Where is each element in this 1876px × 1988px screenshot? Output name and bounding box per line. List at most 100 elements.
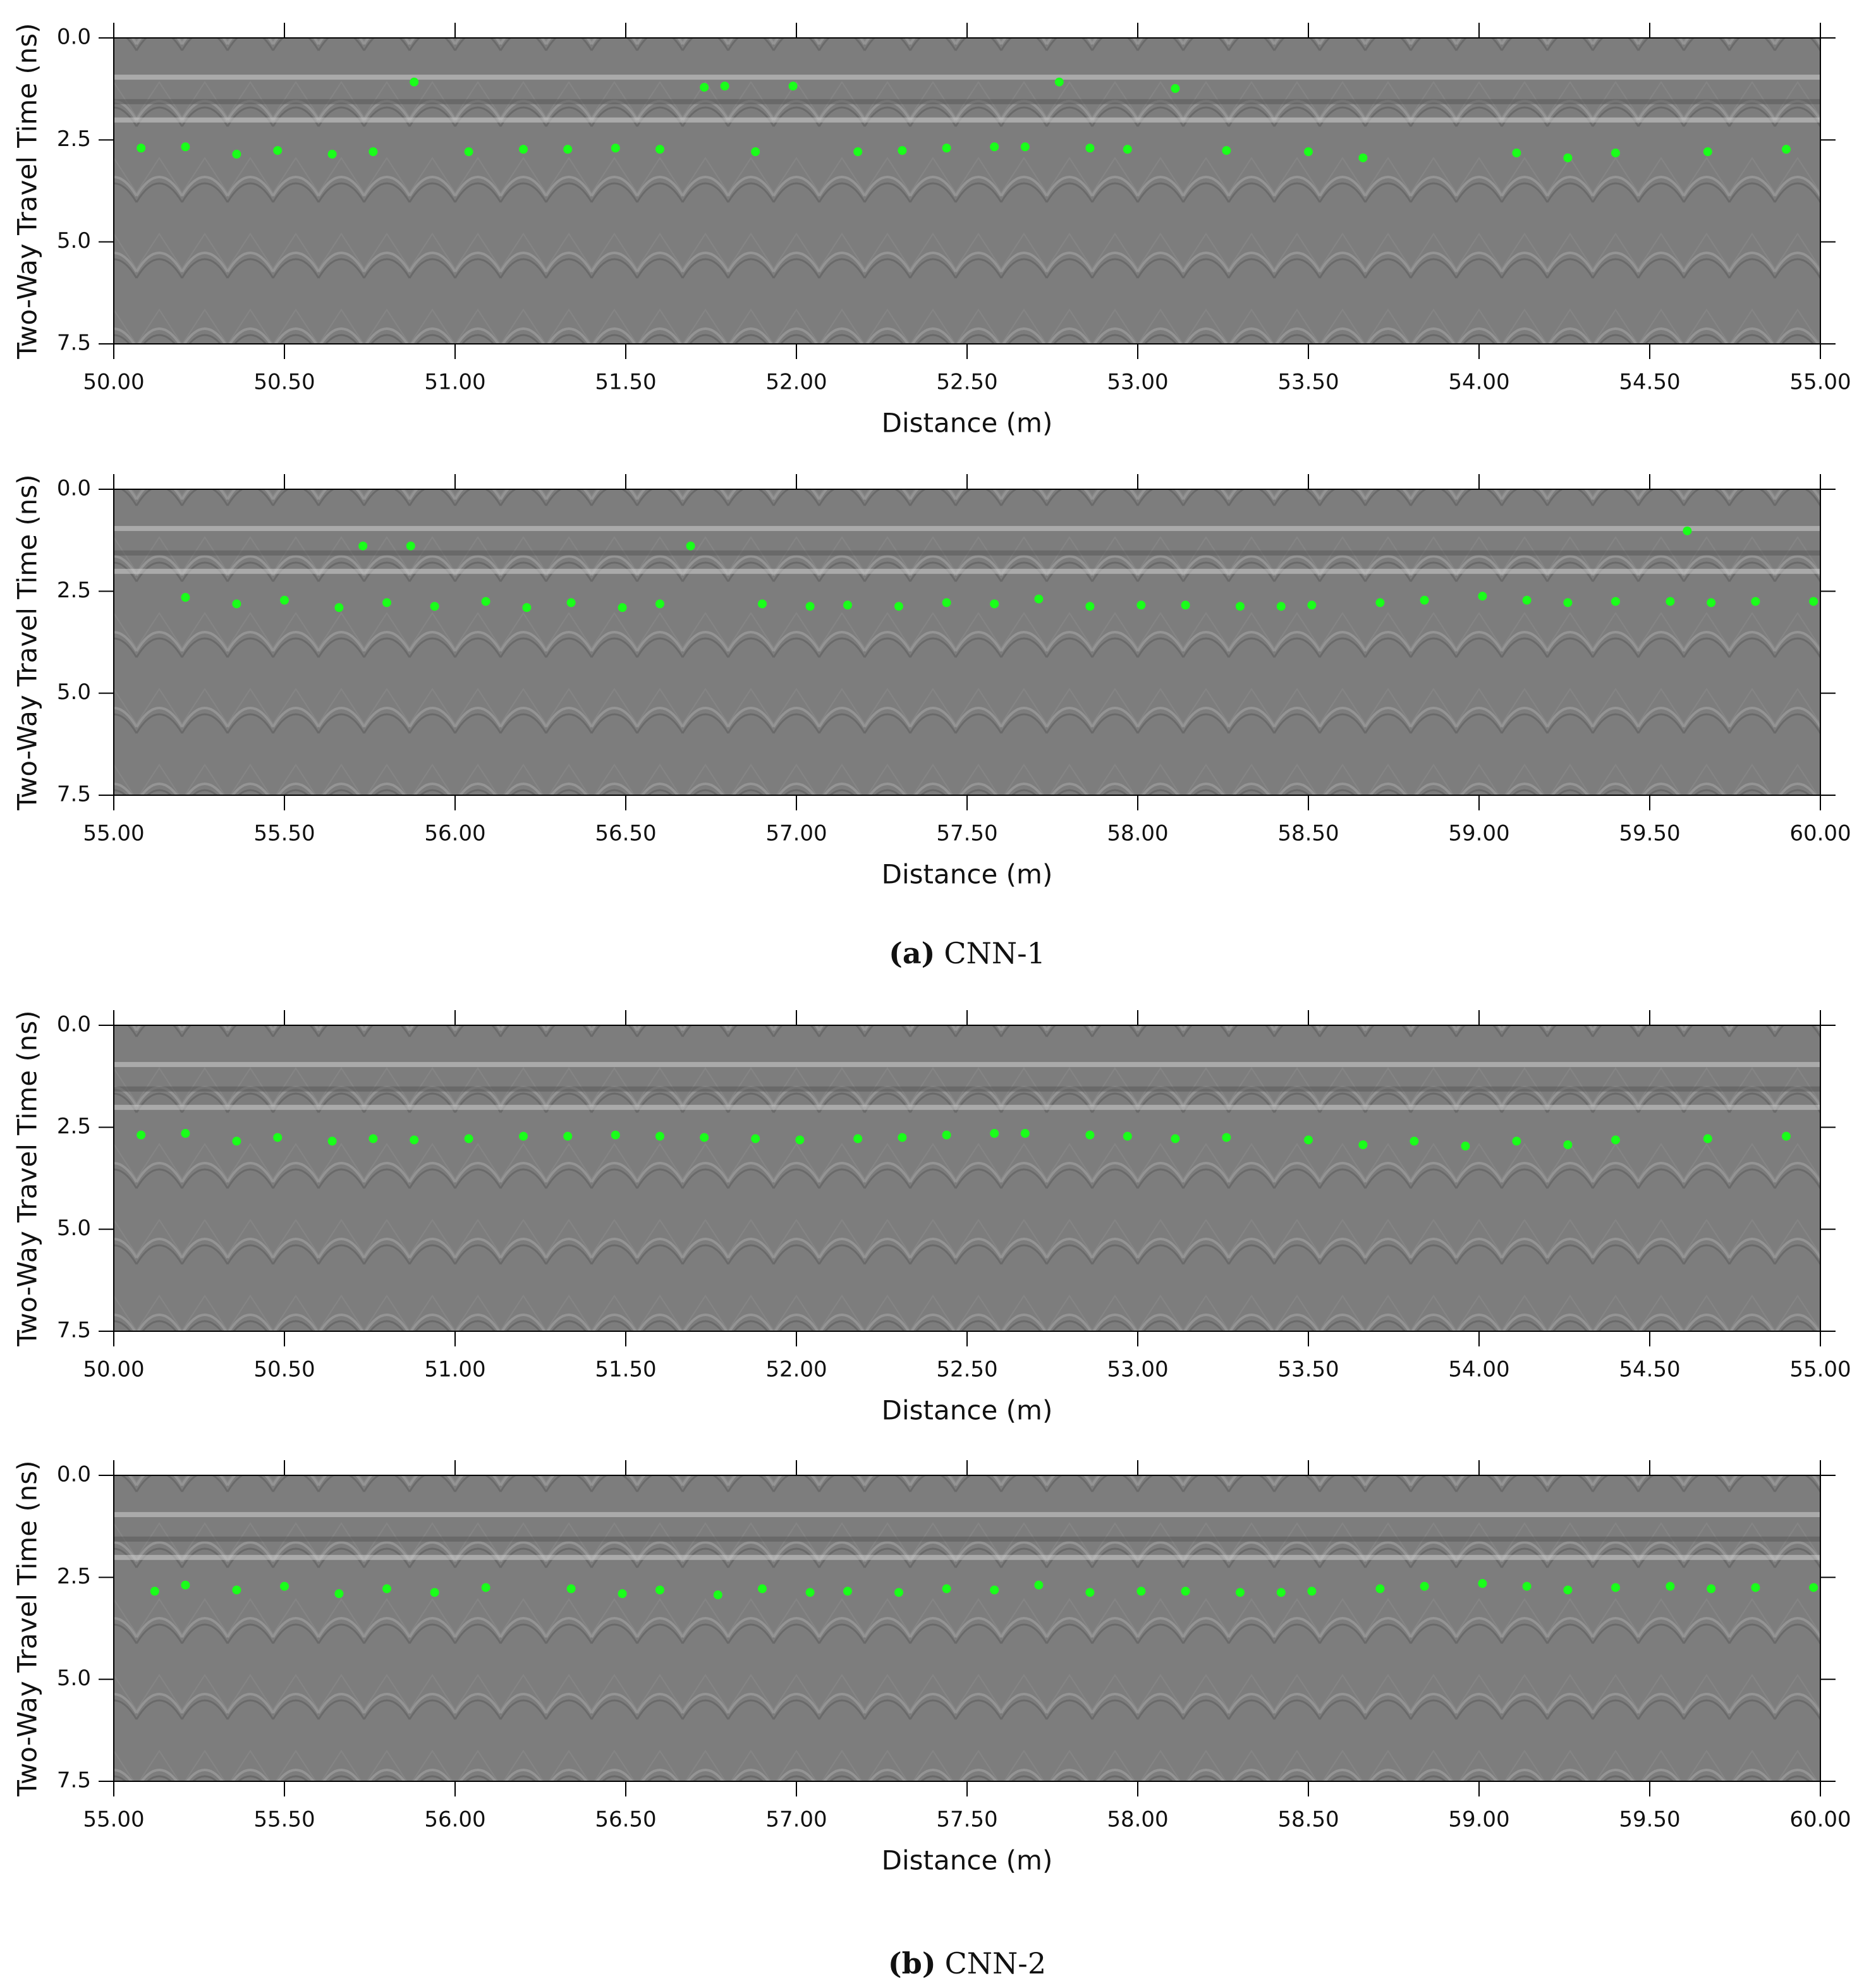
detection-point bbox=[611, 143, 620, 153]
detection-point bbox=[894, 602, 903, 611]
y-tick-label: 2.5 bbox=[57, 1114, 91, 1139]
detection-point bbox=[1085, 602, 1095, 611]
detection-point bbox=[1522, 1582, 1532, 1591]
detection-point bbox=[990, 1129, 999, 1138]
x-tick-label: 57.50 bbox=[936, 1807, 997, 1832]
x-tick-label: 55.00 bbox=[1789, 1357, 1851, 1382]
detection-point bbox=[566, 1584, 576, 1594]
detection-point bbox=[1478, 1579, 1487, 1589]
x-tick-label: 53.50 bbox=[1277, 370, 1339, 395]
detection-point bbox=[1307, 1587, 1317, 1596]
detection-point bbox=[334, 603, 344, 613]
x-tick-label: 50.50 bbox=[253, 1357, 315, 1382]
x-tick-label: 55.50 bbox=[253, 821, 315, 846]
detection-point bbox=[1307, 601, 1317, 610]
y-tick-label: 7.5 bbox=[57, 1768, 91, 1793]
detection-point bbox=[430, 602, 439, 611]
detection-point bbox=[843, 601, 852, 610]
x-tick-label: 58.50 bbox=[1277, 821, 1339, 846]
detection-point bbox=[410, 77, 419, 87]
background-band bbox=[114, 1512, 1820, 1518]
detection-point bbox=[1085, 1588, 1095, 1597]
detection-point bbox=[1666, 1582, 1675, 1591]
detection-point bbox=[618, 603, 627, 613]
detection-point bbox=[686, 541, 695, 551]
x-tick-label: 56.50 bbox=[595, 1807, 656, 1832]
detection-point bbox=[942, 1584, 951, 1594]
x-tick-label: 53.00 bbox=[1107, 370, 1168, 395]
x-tick-label: 56.50 bbox=[595, 821, 656, 846]
x-tick-label: 56.00 bbox=[424, 1807, 485, 1832]
detection-point bbox=[894, 1588, 903, 1597]
detection-point bbox=[655, 1585, 664, 1595]
detection-point bbox=[150, 1587, 159, 1596]
background-band bbox=[114, 550, 1820, 556]
x-tick-label: 60.00 bbox=[1789, 1807, 1851, 1832]
x-tick-label: 54.50 bbox=[1619, 370, 1680, 395]
detection-point bbox=[1034, 594, 1044, 604]
detection-point bbox=[1809, 1583, 1818, 1592]
x-tick-label: 54.00 bbox=[1448, 1357, 1509, 1382]
x-tick-label: 51.50 bbox=[595, 370, 656, 395]
detection-point bbox=[942, 598, 951, 607]
detection-point bbox=[795, 1135, 805, 1145]
caption-label: (a) bbox=[889, 936, 935, 970]
detection-point bbox=[1276, 602, 1286, 611]
x-tick-label: 57.00 bbox=[765, 821, 827, 846]
x-tick-label: 52.50 bbox=[936, 1357, 997, 1382]
detection-point bbox=[898, 1133, 907, 1142]
detection-point bbox=[751, 147, 760, 157]
detection-point bbox=[1611, 1135, 1620, 1145]
detection-point bbox=[1136, 601, 1146, 610]
detection-point bbox=[1478, 592, 1487, 601]
detection-point bbox=[1236, 1588, 1245, 1597]
detection-point bbox=[942, 143, 951, 153]
x-tick-label: 56.00 bbox=[424, 821, 485, 846]
y-tick-label: 0.0 bbox=[57, 25, 91, 50]
x-tick-label: 54.00 bbox=[1448, 370, 1509, 395]
detection-point bbox=[655, 145, 664, 154]
detection-point bbox=[327, 1137, 337, 1146]
x-tick-label: 59.00 bbox=[1448, 1807, 1509, 1832]
detection-point bbox=[788, 82, 798, 91]
x-tick-label: 50.00 bbox=[83, 370, 144, 395]
detection-point bbox=[805, 602, 815, 611]
detection-point bbox=[368, 1134, 378, 1143]
background-band bbox=[114, 1104, 1820, 1110]
x-axis-title: Distance (m) bbox=[882, 859, 1053, 890]
x-tick-label: 55.00 bbox=[1789, 370, 1851, 395]
y-tick-label: 7.5 bbox=[57, 1318, 91, 1343]
x-tick-label: 53.50 bbox=[1277, 1357, 1339, 1382]
detection-point bbox=[942, 1130, 951, 1140]
detection-point bbox=[1304, 147, 1313, 157]
detection-point bbox=[1020, 1129, 1030, 1138]
detection-point bbox=[137, 1130, 146, 1140]
detection-point bbox=[1461, 1142, 1470, 1151]
y-axis-title: Two-Way Travel Time (ns) bbox=[12, 474, 43, 810]
detection-point bbox=[481, 1583, 490, 1592]
detection-point bbox=[853, 1134, 863, 1143]
detection-point bbox=[805, 1588, 815, 1597]
x-tick-label: 54.50 bbox=[1619, 1357, 1680, 1382]
detection-point bbox=[563, 1131, 573, 1141]
detection-point bbox=[1611, 148, 1620, 157]
caption: (a) CNN-1 bbox=[889, 936, 1045, 970]
detection-point bbox=[1522, 595, 1532, 605]
detection-point bbox=[713, 1590, 722, 1600]
detection-point bbox=[1181, 601, 1190, 610]
detection-point bbox=[273, 146, 283, 156]
detection-point bbox=[990, 1585, 999, 1595]
x-tick-label: 57.00 bbox=[765, 1807, 827, 1832]
detection-point bbox=[1410, 1137, 1419, 1146]
detection-point bbox=[430, 1588, 439, 1597]
detection-point bbox=[751, 1134, 760, 1143]
detection-point bbox=[464, 1134, 473, 1143]
detection-point bbox=[1683, 526, 1692, 535]
background-band bbox=[114, 1536, 1820, 1542]
detection-point bbox=[334, 1589, 344, 1599]
detection-point bbox=[1020, 142, 1030, 152]
detection-point bbox=[1512, 1137, 1521, 1146]
detection-point bbox=[990, 599, 999, 609]
detection-point bbox=[1358, 1140, 1368, 1150]
detection-point bbox=[522, 603, 532, 613]
